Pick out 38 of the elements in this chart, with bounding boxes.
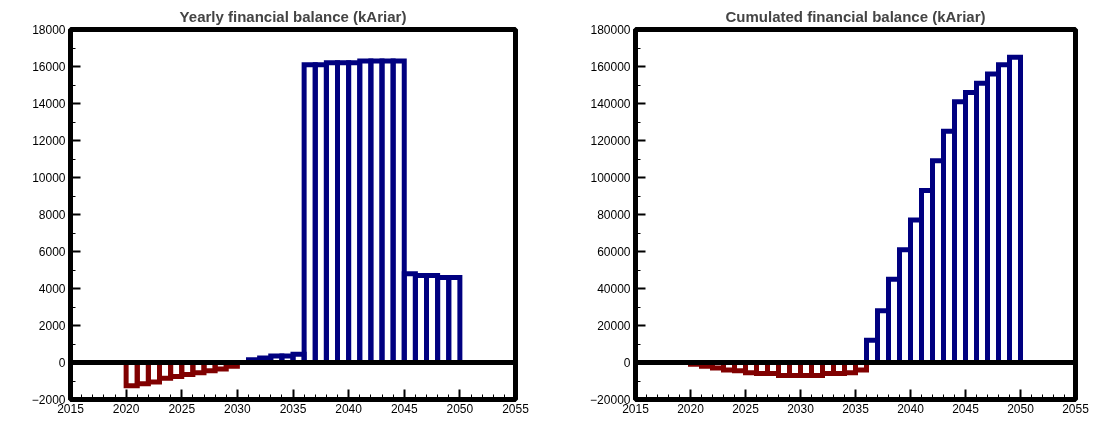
y-tick-label: 8000: [38, 208, 66, 222]
y-tick-label: 80000: [597, 208, 631, 222]
y-tick-label: 160000: [590, 60, 631, 74]
x-tick-label: 2025: [168, 401, 196, 416]
chart-title: Cumulated financial balance (kAriar): [725, 7, 986, 25]
y-tick-label: 12000: [32, 134, 66, 148]
x-tick-label: 2040: [335, 401, 363, 416]
x-tick-label: 2030: [787, 401, 815, 416]
x-tick-label: 2020: [112, 401, 140, 416]
x-tick-label: 2035: [842, 401, 870, 416]
x-tick-label: 2045: [390, 401, 418, 416]
y-tick-label: 4000: [38, 282, 66, 296]
x-tick-label: 2050: [446, 401, 474, 416]
y-tick-label: 2000: [38, 319, 66, 333]
y-tick-label: 120000: [590, 134, 631, 148]
y-tick-label: 180000: [590, 23, 631, 37]
y-tick-label: 60000: [597, 245, 631, 259]
y-tick-label: 10000: [32, 171, 66, 185]
y-tick-label: 6000: [38, 245, 66, 259]
y-tick-label: 14000: [32, 97, 66, 111]
y-tick-label: 40000: [597, 282, 631, 296]
y-tick-label: 100000: [590, 171, 631, 185]
x-tick-label: 2040: [897, 401, 925, 416]
y-tick-label: 18000: [32, 23, 66, 37]
x-tick-label: 2050: [1007, 401, 1035, 416]
x-tick-label: 2030: [224, 401, 252, 416]
x-tick-label: 2045: [952, 401, 980, 416]
x-tick-label: 2055: [1062, 401, 1090, 416]
y-tick-label: 0: [623, 356, 631, 370]
chart-title: Yearly financial balance (kAriar): [179, 7, 407, 25]
y-tick-label: 140000: [590, 97, 631, 111]
y-tick-label: 16000: [32, 60, 66, 74]
x-tick-label: 2020: [677, 401, 705, 416]
y-tick-label: 20000: [597, 319, 631, 333]
x-tick-label: 2055: [502, 401, 530, 416]
x-tick-label: 2025: [732, 401, 760, 416]
y-tick-label: 0: [58, 356, 66, 370]
x-tick-label: 2035: [279, 401, 307, 416]
